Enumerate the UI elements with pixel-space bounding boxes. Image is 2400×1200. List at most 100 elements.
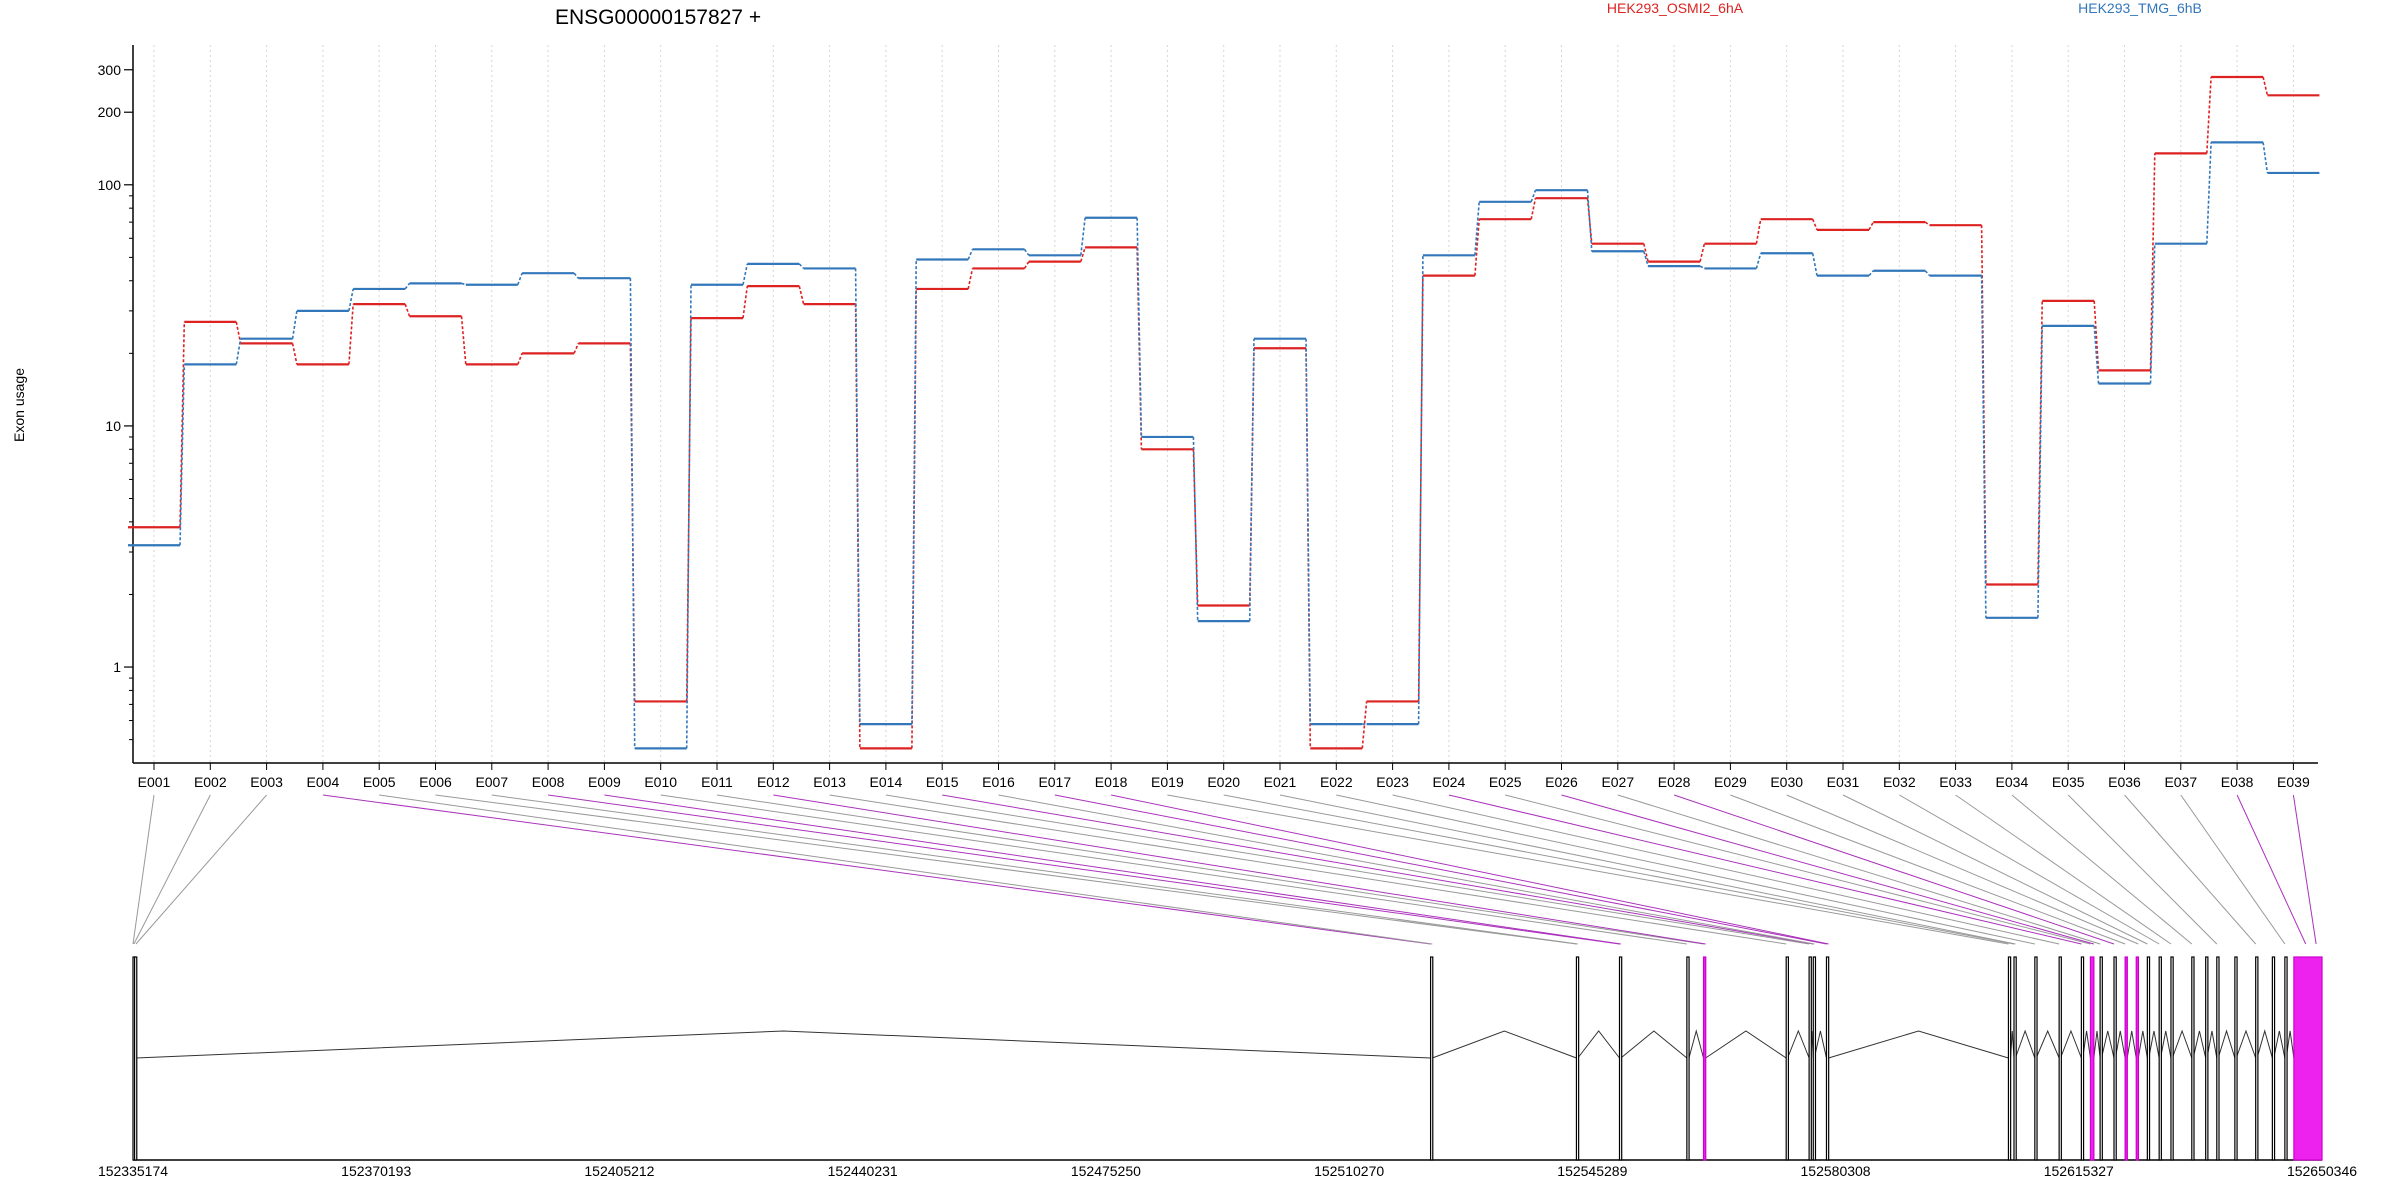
x-tick-label: E028 — [1658, 774, 1691, 790]
series-1-connector — [967, 268, 974, 290]
link-E019 — [1167, 794, 2009, 945]
exon-box-highlighted — [2293, 956, 2323, 1161]
series-2-connector — [1474, 201, 1480, 256]
series-2-connector — [404, 282, 411, 290]
series-1-connector — [1980, 225, 1987, 585]
link-E036 — [2124, 794, 2257, 945]
link-E001 — [132, 794, 155, 945]
series-1-connector — [685, 318, 692, 702]
x-tick-label: E026 — [1545, 774, 1578, 790]
link-E004 — [322, 794, 1431, 945]
series-2-connector — [2093, 325, 2100, 384]
series-1-connector — [1643, 243, 1649, 262]
x-tick-label: E034 — [1996, 774, 2029, 790]
series-2-connector — [2262, 142, 2269, 174]
intron-connector — [2126, 1030, 2137, 1059]
x-tick-label: E033 — [1939, 774, 1972, 790]
exon-box — [1686, 956, 1690, 1161]
series-2-connector — [967, 249, 974, 260]
link-E022 — [1336, 794, 2035, 945]
x-tick-label: E031 — [1827, 774, 1860, 790]
series-1-connector — [2206, 76, 2212, 154]
series-2-connector — [1530, 189, 1537, 203]
link-E008 — [548, 794, 1620, 945]
intron-connector — [1705, 1030, 1787, 1059]
series-1-connector — [1080, 247, 1086, 262]
exon-box — [2099, 956, 2103, 1161]
y-tick-label: 300 — [98, 62, 122, 78]
intron-connector — [2273, 1030, 2286, 1059]
genomic-coord-label: 152335174 — [98, 1163, 168, 1179]
series-2 — [128, 141, 2320, 750]
exon-box — [2255, 956, 2259, 1161]
x-tick-label: E038 — [2221, 774, 2254, 790]
genomic-coord-label: 152545289 — [1557, 1163, 1627, 1179]
genomic-coord-label: 152615327 — [2044, 1163, 2114, 1179]
series-2-connector — [1755, 253, 1762, 269]
link-E017 — [1054, 794, 1827, 945]
series-2-connector — [235, 338, 242, 365]
link-E015 — [942, 794, 1814, 945]
intron-connector — [2093, 1030, 2101, 1059]
series-1-connector — [1248, 348, 1255, 606]
legend-series-2: HEK293_TMG_6hB — [2078, 0, 2202, 16]
y-tick-label: 200 — [98, 104, 122, 120]
genomic-coord-label: 152440231 — [828, 1163, 898, 1179]
series-1-connector — [629, 343, 636, 702]
exon-box — [2146, 956, 2151, 1161]
series-2-connector — [1417, 255, 1424, 725]
link-E023 — [1392, 794, 2060, 945]
series-1-connector — [1811, 218, 1818, 231]
x-tick-label: E024 — [1433, 774, 1466, 790]
link-E011 — [716, 794, 1704, 945]
link-E025 — [1505, 794, 2091, 945]
link-E039 — [2292, 794, 2317, 945]
series-2-connector — [517, 272, 523, 286]
exon-box — [1785, 956, 1789, 1161]
series-2-connector — [461, 282, 467, 286]
series-1-connector — [573, 343, 580, 354]
x-tick-label: E032 — [1883, 774, 1916, 790]
exon-box-highlighted — [2089, 956, 2095, 1161]
intron-connector — [2171, 1029, 2193, 1059]
series-1-connector — [291, 343, 298, 365]
x-tick-label: E025 — [1489, 774, 1522, 790]
exon-box — [1812, 956, 1817, 1161]
x-tick-label: E006 — [419, 774, 452, 790]
series-2-connector — [348, 288, 354, 312]
legend-series-1: HEK293_OSMI2_6hA — [1607, 0, 1744, 16]
series-1-connector — [1361, 701, 1368, 749]
genomic-coord-label: 152370193 — [341, 1163, 411, 1179]
link-E028 — [1673, 794, 2115, 945]
intron-connector — [1787, 1029, 1810, 1059]
series-1-connector — [1530, 198, 1537, 220]
series-2-connector — [1305, 338, 1312, 725]
intron-connector — [1620, 1030, 1688, 1059]
intron-connector — [1828, 1030, 2009, 1059]
intron-connector — [2192, 1030, 2207, 1059]
x-tick-label: E010 — [644, 774, 677, 790]
x-tick-label: E014 — [870, 774, 903, 790]
series-1-connector — [742, 286, 749, 319]
link-E026 — [1561, 794, 2095, 945]
series-2-connector — [1586, 190, 1593, 252]
genomic-coord-label: 152650346 — [2287, 1163, 2357, 1179]
intron-connector — [2014, 1029, 2036, 1059]
intron-connector — [1813, 1030, 1827, 1059]
link-E014 — [885, 794, 1810, 945]
series-1-connector — [2262, 76, 2269, 96]
series-2-connector — [291, 310, 298, 339]
series-2-connector — [911, 259, 917, 725]
series-1-connector — [1868, 221, 1874, 231]
link-E031 — [1842, 794, 2148, 945]
link-E012 — [773, 794, 1706, 945]
x-tick-label: E018 — [1095, 774, 1128, 790]
intron-connector — [2101, 1030, 2115, 1059]
series-2-connector — [2206, 142, 2212, 244]
series-2-connector — [573, 272, 580, 279]
x-tick-label: E012 — [757, 774, 790, 790]
intron-connector — [1432, 1030, 1577, 1059]
intron-connector — [2114, 1030, 2126, 1059]
series-1-connector — [1474, 219, 1480, 276]
series-1 — [128, 75, 2320, 750]
